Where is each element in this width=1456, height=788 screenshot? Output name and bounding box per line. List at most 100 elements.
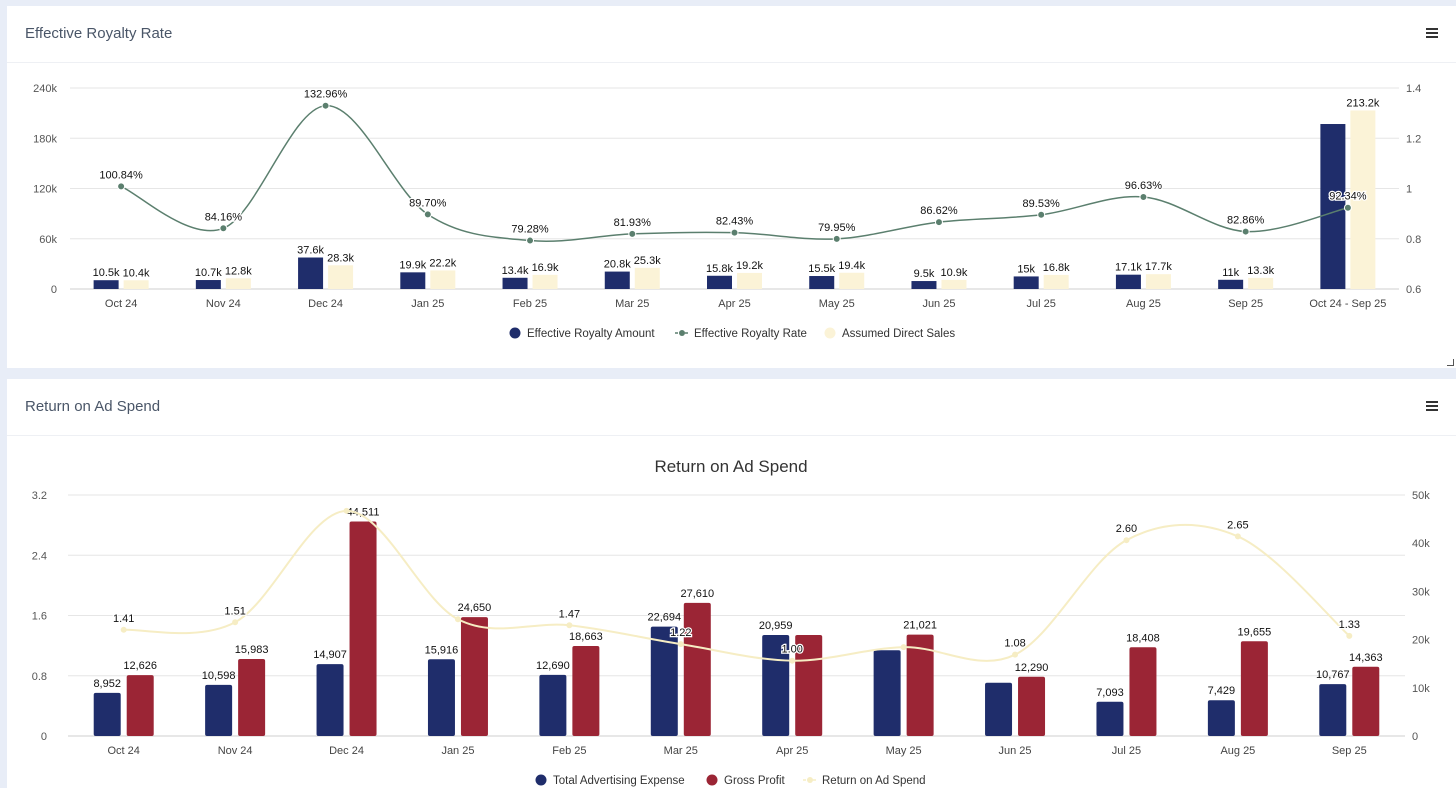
hamburger-menu-icon[interactable] — [1426, 401, 1438, 411]
direct-sales-bar — [1145, 274, 1171, 289]
y-right-tick: 0.6 — [1406, 284, 1421, 296]
y-right-tick: 1.2 — [1406, 133, 1421, 145]
gross-profit-bar — [1018, 676, 1046, 736]
ad-expense-label: 15,916 — [425, 644, 459, 656]
royalty-rate-label: 86.62% — [920, 205, 958, 217]
legend-royalty-amount-label: Effective Royalty Amount — [527, 328, 655, 340]
direct-sales-label: 16.8k — [1043, 262, 1070, 274]
royalty-rate-point — [1037, 210, 1046, 219]
x-tick-label: Jan 25 — [441, 745, 474, 757]
royalty-amount-label: 9.5k — [914, 268, 935, 280]
gross-profit-bar — [1240, 641, 1268, 736]
x-tick-label: May 25 — [819, 298, 855, 310]
gross-profit-label: 18,408 — [1126, 632, 1160, 644]
y-left-tick: 60k — [39, 234, 57, 246]
royalty-rate-point — [1139, 192, 1148, 201]
ad-expense-label: 10,598 — [202, 670, 236, 682]
gross-profit-label: 44,511 — [347, 506, 380, 518]
royalty-amount-bar — [1320, 124, 1346, 289]
gross-profit-label: 12,626 — [123, 660, 157, 672]
royalty-chart: 0 60k 120k 180k 240k 0.6 0.8 1 1.2 1.4 Oct 24 10.5k… — [33, 83, 1421, 340]
direct-sales-label: 12.8k — [225, 265, 252, 277]
direct-sales-bar — [225, 278, 251, 289]
hamburger-menu-icon[interactable] — [1426, 28, 1438, 38]
direct-sales-bar — [1043, 274, 1069, 289]
gross-profit-bar — [460, 617, 488, 736]
royalty-amount-bar — [707, 275, 732, 289]
legend-gross-profit-swatch — [706, 774, 718, 786]
direct-sales-label: 213.2k — [1346, 97, 1380, 109]
direct-sales-label: 17.7k — [1145, 261, 1172, 273]
resize-handle-icon[interactable] — [1447, 359, 1454, 366]
x-tick-label: Apr 25 — [718, 298, 750, 310]
direct-sales-bar — [430, 270, 456, 289]
royalty-rate-point — [628, 229, 637, 238]
ad-expense-bar — [427, 659, 455, 736]
y-left-tick: 240k — [33, 83, 57, 95]
direct-sales-label: 25.3k — [634, 255, 661, 267]
royalty-amount-bar — [502, 277, 528, 289]
royalty-rate-label: 132.96% — [304, 89, 348, 101]
royalty-amount-bar — [809, 276, 835, 289]
royalty-amount-label: 15k — [1017, 263, 1035, 275]
y-right-tick: 40k — [1412, 538, 1430, 550]
x-tick-label: Apr 25 — [776, 745, 808, 757]
royalty-rate-label: 100.84% — [99, 169, 143, 181]
ad-expense-bar — [1319, 684, 1347, 736]
y-left-tick: 180k — [33, 133, 57, 145]
ad-expense-bar — [650, 626, 678, 736]
royalty-amount-label: 20.8k — [604, 259, 631, 271]
roas-label: 1.33 — [1339, 619, 1360, 631]
direct-sales-label: 28.3k — [327, 252, 354, 264]
royalty-rate-point — [1343, 203, 1352, 212]
legend-ad-expense-label: Total Advertising Expense — [553, 775, 685, 787]
roas-point — [566, 622, 573, 629]
roas-chart: Return on Ad Spend 0 0.8 1.6 2.4 3.2 0 10k 20k 30… — [32, 457, 1431, 787]
gross-profit-bar — [238, 658, 266, 736]
royalty-amount-bar — [1115, 274, 1141, 289]
royalty-amount-label: 10.5k — [93, 267, 120, 279]
gross-profit-label: 27,610 — [680, 588, 714, 600]
royalty-rate-point — [526, 236, 535, 245]
x-tick-label: Jun 25 — [999, 745, 1032, 757]
legend-direct-sales-swatch — [824, 327, 836, 339]
royalty-rate-point — [934, 218, 943, 227]
roas-label: 1.08 — [1004, 638, 1025, 650]
roas-point — [1234, 533, 1241, 540]
royalty-amount-bar — [400, 272, 426, 289]
ad-expense-label: 8,952 — [93, 678, 121, 690]
royalty-amount-label: 10.7k — [195, 267, 222, 279]
royalty-panel-header: Effective Royalty Rate — [7, 6, 1456, 63]
royalty-rate-point — [219, 224, 228, 233]
royalty-rate-label: 82.86% — [1227, 215, 1265, 227]
y-right-tick: 30k — [1412, 586, 1430, 598]
royalty-amount-bar — [195, 280, 221, 289]
royalty-amount-label: 19.9k — [399, 259, 426, 271]
gross-profit-bar — [906, 634, 934, 736]
x-tick-label: Mar 25 — [615, 298, 649, 310]
ad-expense-bar — [539, 674, 567, 736]
roas-label: 1.22 — [670, 627, 691, 639]
legend-royalty-amount-swatch — [509, 327, 521, 339]
x-tick-label: May 25 — [886, 745, 922, 757]
royalty-amount-bar — [1218, 279, 1244, 289]
legend-roas-marker — [807, 777, 813, 783]
royalty-amount-bar — [298, 257, 324, 289]
ad-expense-label: 12,690 — [536, 660, 570, 672]
ad-expense-bar — [316, 664, 344, 736]
royalty-amount-label: 17.1k — [1115, 262, 1142, 274]
roas-line — [123, 509, 1350, 662]
y-right-tick: 0 — [1412, 731, 1418, 743]
royalty-rate-label: 96.63% — [1125, 180, 1163, 192]
x-tick-label: Jul 25 — [1112, 745, 1141, 757]
roas-point — [1346, 632, 1353, 639]
royalty-rate-point — [423, 210, 432, 219]
ad-expense-label: 7,429 — [1208, 685, 1236, 697]
roas-point — [789, 657, 796, 664]
gross-profit-bar — [1129, 647, 1157, 736]
gross-profit-label: 19,655 — [1238, 626, 1272, 638]
y-left-tick: 0.8 — [32, 671, 47, 683]
x-tick-label: Oct 24 — [108, 745, 140, 757]
x-tick-label: Jan 25 — [411, 298, 444, 310]
royalty-rate-label: 81.93% — [614, 217, 652, 229]
